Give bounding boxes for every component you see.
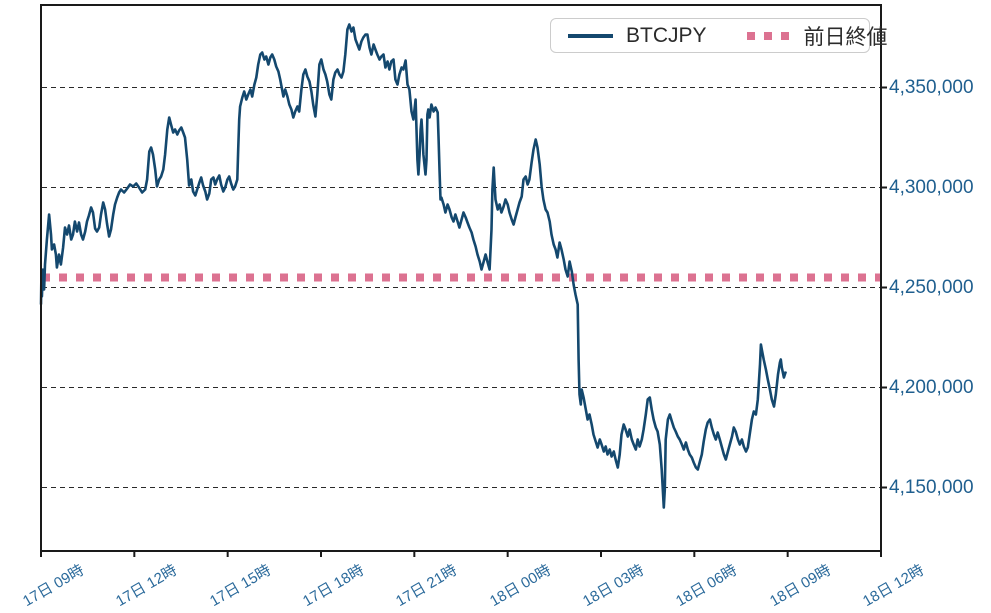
- horizontal-gridlines: [42, 87, 880, 488]
- axis-tick-marks: [40, 86, 887, 557]
- legend: BTCJPY 前日終値: [550, 18, 888, 53]
- y-axis-label: 4,350,000: [889, 76, 974, 98]
- plot-area-border: [40, 4, 882, 552]
- y-axis-label: 4,300,000: [889, 176, 974, 198]
- y-axis-label: 4,250,000: [889, 276, 974, 298]
- btcjpy-line-swatch: [568, 33, 613, 38]
- btcjpy-price-line: [39, 23, 788, 509]
- prev-close-dash-swatch: [746, 31, 791, 40]
- y-axis-label: 4,150,000: [889, 476, 974, 498]
- legend-label-btcjpy: BTCJPY: [626, 23, 707, 47]
- y-axis-label: 4,200,000: [889, 376, 974, 398]
- legend-label-prev-close: 前日終値: [803, 25, 888, 49]
